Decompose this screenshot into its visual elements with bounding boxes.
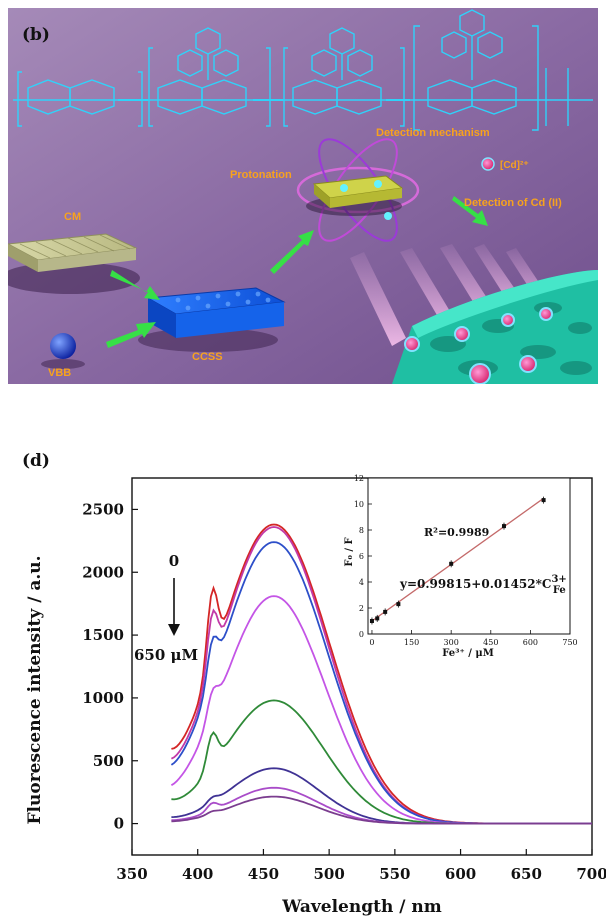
x-tick-label: 550 [379, 865, 410, 883]
fluorescence-panel: (d) 350 400 450 500 550 600 650 700 0 500 1000 1500… [0, 440, 606, 918]
x-axis-title: Wavelength / nm [281, 897, 441, 917]
inset-x-axis-title: Fe³⁺ / μM [442, 648, 494, 659]
inset-y-tick-label: 6 [359, 552, 364, 561]
inset-y-tick-label: 4 [359, 578, 364, 587]
x-tick-label: 600 [445, 865, 476, 883]
inset-y-tick-label: 10 [354, 500, 364, 509]
emission-curve-8 [171, 795, 592, 825]
inset-data-point [501, 524, 506, 529]
inset-fit-line [371, 497, 544, 622]
protonation-label: Protonation [230, 169, 292, 181]
inset-y-axis-title: F₀ / F [344, 537, 355, 566]
inset-y-tick-label: 0 [359, 630, 364, 639]
inset-chart: 0 150 300 450 600 750 0 2 4 6 8 10 12 [354, 474, 578, 647]
vbb-shadow [41, 359, 85, 369]
arrow-bottom-label: 650 μM [134, 646, 198, 664]
inset-data-point [396, 602, 401, 607]
y-axis-title: Fluorescence intensity / a.u. [25, 555, 45, 824]
main-series-group [170, 523, 592, 825]
vbb-label: VBB [48, 367, 71, 379]
vbb-sphere [50, 333, 76, 359]
cm-label: CM [64, 211, 81, 223]
x-tick-label: 500 [313, 865, 344, 883]
inset-y-tick-label: 2 [359, 604, 364, 613]
inset-data-point [449, 561, 454, 566]
atom-symbol [296, 138, 420, 242]
x-tick-label: 700 [576, 865, 606, 883]
emission-curve-6 [171, 767, 592, 825]
y-tick-label: 0 [114, 815, 124, 833]
inset-x-tick-label: 600 [523, 638, 538, 647]
inset-x-tick-label: 0 [369, 638, 374, 647]
inset-equation: y=0.99815+0.01452*C3+ Fe [399, 574, 567, 596]
green-arrows [106, 196, 488, 348]
arrow-top-label: 0 [169, 552, 179, 570]
decrease-arrow-head [168, 624, 180, 636]
inset-data-point [375, 616, 380, 621]
fluorescence-chart: (d) 350 400 450 500 550 600 650 700050010001500… [22, 451, 606, 917]
cd-ions-on-surface [404, 307, 553, 384]
x-tick-label: 400 [182, 865, 213, 883]
schematic-illustration: (b) CM CCSS [8, 8, 598, 384]
inset-data-point [541, 498, 546, 503]
cm-block [8, 233, 140, 294]
y-tick-label: 500 [93, 752, 124, 770]
inset-x-tick-label: 300 [444, 638, 459, 647]
inset-x-tick-label: 150 [404, 638, 419, 647]
inset-data-point [369, 619, 374, 623]
y-tick-label: 1000 [82, 689, 124, 707]
detection-mechanism-label: Detection mechanism [376, 127, 490, 139]
cd-ion-label: [Cd]²⁺ [500, 160, 529, 171]
y-tick-label: 1500 [82, 626, 124, 644]
panel-b-letter: (b) [22, 25, 50, 45]
main-axes: 350 400 450 500 550 600 650 7000500100015002000… [82, 477, 606, 883]
ccss-block [138, 287, 286, 352]
inset-x-tick-label: 450 [483, 638, 498, 647]
ccss-label: CCSS [192, 351, 223, 363]
inset-r2-label: R²=0.9989 [424, 526, 489, 539]
x-tick-label: 350 [116, 865, 147, 883]
inset-y-tick-label: 12 [354, 474, 364, 483]
inset-data-point [383, 609, 388, 614]
panel-d-letter: (d) [22, 451, 50, 471]
plot-frame [131, 477, 593, 856]
cd-ion-icon [481, 157, 495, 171]
molecular-structure [13, 9, 593, 131]
inset-y-tick-label: 8 [359, 526, 364, 535]
detection-cd-label: Detection of Cd (II) [464, 197, 562, 209]
y-tick-label: 2000 [82, 563, 124, 581]
x-tick-label: 650 [511, 865, 542, 883]
inset-x-tick-label: 750 [562, 638, 577, 647]
schematic-panel: (b) CM CCSS [8, 8, 598, 384]
y-tick-label: 2500 [82, 500, 124, 518]
x-tick-label: 450 [248, 865, 279, 883]
